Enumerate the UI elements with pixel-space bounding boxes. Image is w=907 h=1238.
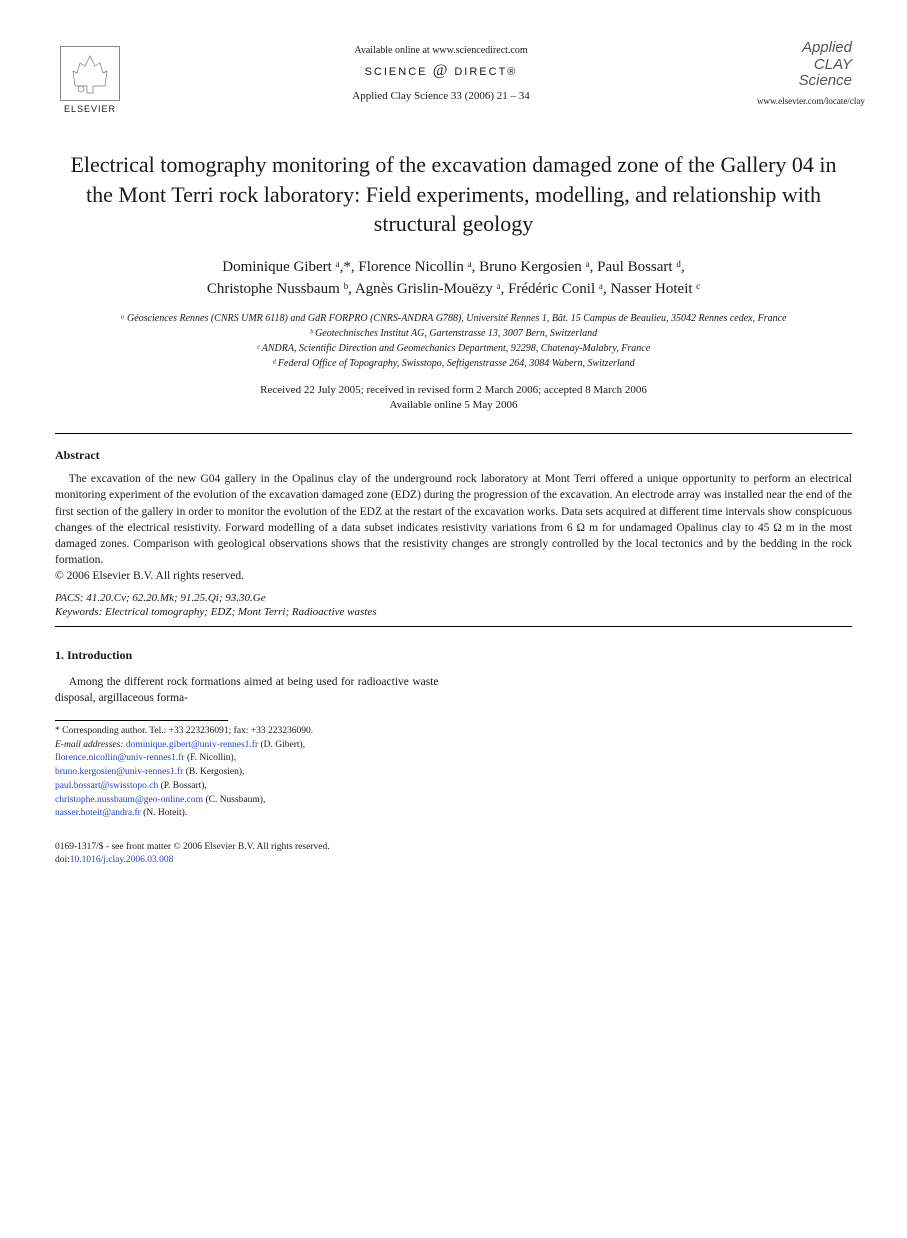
rule-top [55,433,852,434]
elsevier-tree-icon [60,46,120,101]
affiliation-a: ᵃ Géosciences Rennes (CNRS UMR 6118) and… [55,311,852,326]
email-who-0: (D. Gibert), [260,740,305,750]
email-link-1[interactable]: florence.nicollin@univ-rennes1.fr [55,753,185,763]
abstract-copyright: © 2006 Elsevier B.V. All rights reserved… [55,570,852,582]
online-date: Available online 5 May 2006 [55,398,852,413]
journal-logo: Applied CLAY Science www.elsevier.com/lo… [757,40,852,106]
front-matter-line: 0169-1317/$ - see front matter © 2006 El… [55,841,852,854]
affiliation-c: ᶜ ANDRA, Scientific Direction and Geomec… [55,341,852,356]
article-title: Electrical tomography monitoring of the … [65,150,842,239]
left-column: 1. Introduction Among the different rock… [55,647,439,821]
affiliation-b: ᵇ Geotechnisches Institut AG, Gartenstra… [55,326,852,341]
center-header: Available online at www.sciencedirect.co… [125,40,757,102]
journal-name-l2: CLAY [757,57,852,74]
available-online-text: Available online at www.sciencedirect.co… [125,45,757,56]
sciencedirect-logo: SCIENCE @ DIRECT® [125,62,757,80]
sd-left: SCIENCE [365,66,428,78]
doi-label: doi: [55,855,70,865]
affiliation-d: ᵈ Federal Office of Topography, Swisstop… [55,356,852,371]
keywords-line: Keywords: Electrical tomography; EDZ; Mo… [55,606,852,618]
journal-reference: Applied Clay Science 33 (2006) 21 – 34 [125,90,757,102]
email-link-0[interactable]: dominique.gibert@univ-rennes1.fr [126,740,258,750]
sd-at-icon: @ [433,62,450,79]
email-label: E-mail addresses: [55,740,124,750]
pacs-line: PACS: 41.20.Cv; 62.20.Mk; 91.25.Qi; 93.3… [55,592,852,604]
email-who-1: (F. Nicollin), [187,753,236,763]
article-dates: Received 22 July 2005; received in revis… [55,383,852,414]
footnote-rule [55,720,228,721]
email-who-2: (B. Kergosien), [186,767,245,777]
header-row: ELSEVIER Available online at www.science… [55,40,852,120]
abstract-body: The excavation of the new G04 gallery in… [55,471,852,568]
email-who-3: (P. Bossart), [161,781,207,791]
email-who-4: (C. Nussbaum), [205,795,265,805]
journal-name-box: Applied CLAY Science [757,40,852,90]
footnotes: * Corresponding author. Tel.: +33 223236… [55,725,439,821]
sd-right: DIRECT® [454,66,517,78]
two-column-body: 1. Introduction Among the different rock… [55,647,852,821]
email-block: E-mail addresses: dominique.gibert@univ-… [55,739,439,822]
journal-url[interactable]: www.elsevier.com/locate/clay [757,96,852,106]
abstract-heading: Abstract [55,448,852,463]
author-list: Dominique Gibert ᵃ,*, Florence Nicollin … [55,257,852,301]
right-column [469,647,853,821]
section-1-heading: 1. Introduction [55,647,439,664]
affiliations: ᵃ Géosciences Rennes (CNRS UMR 6118) and… [55,311,852,371]
corresponding-author: * Corresponding author. Tel.: +33 223236… [55,725,439,739]
rule-bottom [55,626,852,627]
received-date: Received 22 July 2005; received in revis… [55,383,852,398]
journal-name-l3: Science [757,73,852,90]
authors-line-2: Christophe Nussbaum ᵇ, Agnès Grislin-Mou… [55,279,852,301]
email-link-5[interactable]: nasser.hoteit@andra.fr [55,808,141,818]
doi-link[interactable]: 10.1016/j.clay.2006.03.008 [70,855,174,865]
authors-line-1: Dominique Gibert ᵃ,*, Florence Nicollin … [55,257,852,279]
section-1-para-left: Among the different rock formations aime… [55,674,439,706]
bottom-matter: 0169-1317/$ - see front matter © 2006 El… [55,841,852,867]
email-link-2[interactable]: bruno.kergosien@univ-rennes1.fr [55,767,183,777]
elsevier-label: ELSEVIER [64,104,116,114]
doi-line: doi:10.1016/j.clay.2006.03.008 [55,854,852,867]
email-who-5: (N. Hoteit). [143,808,187,818]
journal-name-l1: Applied [757,40,852,57]
email-link-4[interactable]: christophe.nussbaum@geo-online.com [55,795,203,805]
elsevier-logo: ELSEVIER [55,40,125,120]
email-link-3[interactable]: paul.bossart@swisstopo.ch [55,781,158,791]
